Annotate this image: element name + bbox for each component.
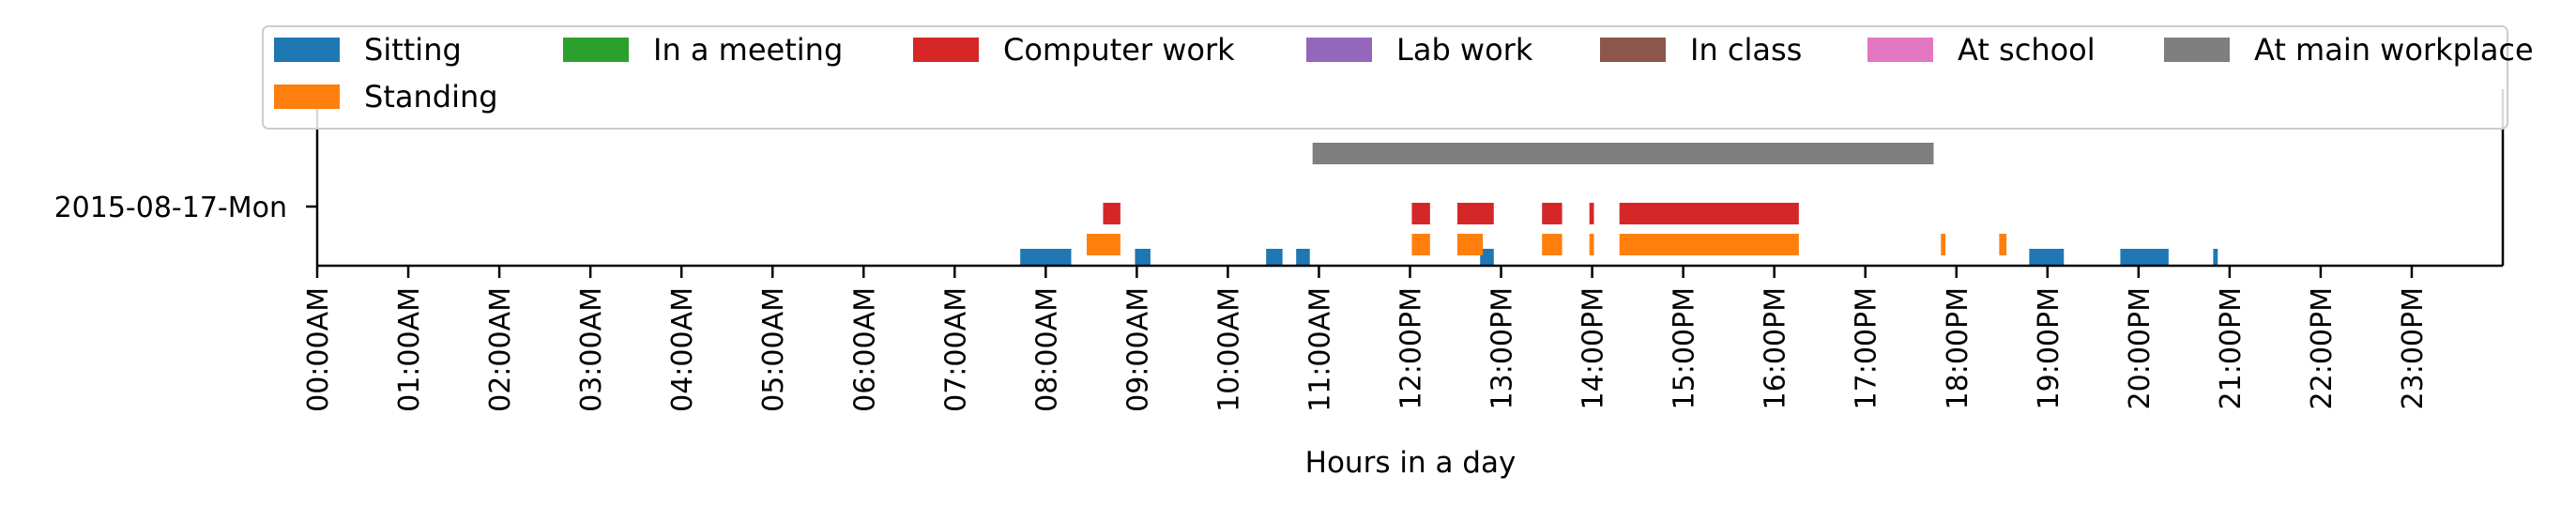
standing-bar xyxy=(1411,234,1430,255)
legend-swatch-lab-work xyxy=(1306,38,1372,62)
legend-swatch-at-main-workplace xyxy=(2164,38,2230,62)
x-tick-label: 10:00AM xyxy=(1212,287,1245,412)
legend-label-standing: Standing xyxy=(364,79,498,115)
x-ticks: 00:00AM 01:00AM 02:00AM 03:00AM 04:00AM 05:00… xyxy=(302,266,2430,412)
x-tick-label: 03:00AM xyxy=(575,287,608,412)
activity-bars xyxy=(1020,143,2218,266)
legend-label-lab-work: Lab work xyxy=(1396,32,1533,68)
x-tick-label: 23:00PM xyxy=(2397,287,2430,409)
x-tick-label: 20:00PM xyxy=(2124,287,2157,409)
x-tick-label: 18:00PM xyxy=(1942,287,1974,409)
x-axis-label: Hours in a day xyxy=(1305,446,1517,480)
sitting-bar xyxy=(1296,249,1310,266)
x-tick-label: 07:00AM xyxy=(939,287,972,412)
x-tick-label: 05:00AM xyxy=(757,287,790,412)
legend-swatch-in-a-meeting xyxy=(563,38,629,62)
computer-work-bar xyxy=(1103,203,1120,224)
sitting-bar xyxy=(2120,249,2169,266)
x-tick-label: 19:00PM xyxy=(2033,287,2065,409)
x-tick-label: 09:00AM xyxy=(1121,287,1154,412)
legend-label-in-a-meeting: In a meeting xyxy=(653,32,843,68)
y-tick-label: 2015-08-17-Mon xyxy=(54,192,287,224)
sitting-bar xyxy=(1480,249,1494,266)
x-tick-label: 13:00PM xyxy=(1486,287,1519,409)
x-tick-label: 17:00PM xyxy=(1851,287,1883,409)
computer-work-bar xyxy=(1619,203,1799,224)
computer-work-bar xyxy=(1456,203,1494,224)
computer-work-bar xyxy=(1411,203,1430,224)
x-tick-label: 15:00PM xyxy=(1669,287,1701,409)
x-tick-label: 14:00PM xyxy=(1578,287,1610,409)
sitting-bar xyxy=(1020,249,1072,266)
legend-swatch-at-school xyxy=(1867,38,1933,62)
legend: Sitting In a meeting Computer work Lab work… xyxy=(262,25,2534,130)
legend-label-computer-work: Computer work xyxy=(1003,32,1235,68)
computer-work-bar xyxy=(1589,203,1594,224)
standing-bar xyxy=(1542,234,1562,255)
x-tick-label: 06:00AM xyxy=(848,287,881,412)
legend-label-sitting: Sitting xyxy=(364,32,462,68)
legend-box xyxy=(262,25,2508,130)
x-tick-label: 11:00AM xyxy=(1303,287,1336,412)
x-tick-label: 01:00AM xyxy=(393,287,426,412)
legend-items: Sitting In a meeting Computer work Lab work… xyxy=(274,32,2534,115)
sitting-bar xyxy=(1135,249,1151,266)
standing-bar xyxy=(1999,234,2007,255)
x-tick-label: 04:00AM xyxy=(666,287,699,412)
x-tick-label: 16:00PM xyxy=(1760,287,1792,409)
x-tick-label: 21:00PM xyxy=(2215,287,2248,409)
x-tick-label: 02:00AM xyxy=(484,287,517,412)
x-tick-label: 08:00AM xyxy=(1030,287,1063,412)
legend-label-at-main-workplace: At main workplace xyxy=(2254,32,2534,68)
legend-label-at-school: At school xyxy=(1958,32,2096,68)
legend-swatch-computer-work xyxy=(913,38,979,62)
standing-bar xyxy=(1941,234,1946,255)
x-tick-label: 00:00AM xyxy=(302,287,335,412)
sitting-bar xyxy=(1266,249,1283,266)
x-tick-label: 12:00PM xyxy=(1395,287,1428,409)
x-tick-label: 22:00PM xyxy=(2306,287,2339,409)
legend-label-in-class: In class xyxy=(1690,32,1802,68)
legend-swatch-in-class xyxy=(1600,38,1666,62)
legend-swatch-sitting xyxy=(274,38,340,62)
standing-bar xyxy=(1456,234,1484,255)
standing-bar xyxy=(1087,234,1120,255)
legend-swatch-standing xyxy=(274,84,340,109)
sitting-bar xyxy=(2213,249,2218,266)
standing-bar xyxy=(1589,234,1594,255)
sitting-bar xyxy=(2029,249,2065,266)
standing-bar xyxy=(1619,234,1799,255)
computer-work-bar xyxy=(1542,203,1562,224)
at-main-workplace-bar xyxy=(1312,143,1934,164)
